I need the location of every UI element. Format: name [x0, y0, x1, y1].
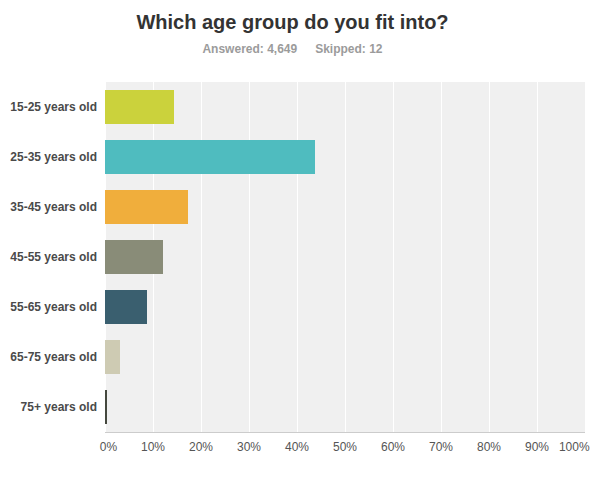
gridline — [249, 82, 250, 432]
gridline — [537, 82, 538, 432]
category-labels: 15-25 years old25-35 years old35-45 year… — [0, 82, 97, 432]
answered-count: Answered: 4,649 — [202, 42, 297, 56]
category-label: 75+ years old — [0, 382, 97, 432]
x-tick-label: 100% — [559, 440, 590, 454]
x-tick-label: 40% — [285, 440, 309, 454]
category-label: 25-35 years old — [0, 132, 97, 182]
survey-chart: Which age group do you fit into? Answere… — [0, 0, 609, 478]
category-label: 15-25 years old — [0, 82, 97, 132]
gridline — [489, 82, 490, 432]
category-label: 35-45 years old — [0, 182, 97, 232]
gridline — [201, 82, 202, 432]
skipped-count: Skipped: 12 — [315, 42, 382, 56]
x-tick-label: 80% — [477, 440, 501, 454]
bar — [105, 240, 163, 274]
category-label: 55-65 years old — [0, 282, 97, 332]
x-tick-label: 0% — [100, 440, 117, 454]
x-tick-label: 30% — [237, 440, 261, 454]
x-tick-label: 70% — [429, 440, 453, 454]
bar — [105, 340, 120, 374]
gridline — [585, 82, 586, 432]
bar — [105, 290, 147, 324]
x-tick-label: 50% — [333, 440, 357, 454]
gridline — [441, 82, 442, 432]
gridline — [345, 82, 346, 432]
x-tick-label: 20% — [189, 440, 213, 454]
gridline — [393, 82, 394, 432]
category-label: 45-55 years old — [0, 232, 97, 282]
bar — [105, 190, 188, 224]
bar — [105, 390, 107, 424]
bar — [105, 90, 174, 124]
chart-subtitle: Answered: 4,649 Skipped: 12 — [0, 42, 585, 56]
x-tick-label: 90% — [525, 440, 549, 454]
gridline — [297, 82, 298, 432]
x-axis: 0%10%20%30%40%50%60%70%80%90%100% — [105, 440, 585, 456]
x-tick-label: 10% — [141, 440, 165, 454]
chart-title: Which age group do you fit into? — [0, 11, 585, 34]
plot-area — [105, 82, 585, 433]
x-tick-label: 60% — [381, 440, 405, 454]
bar — [105, 140, 315, 174]
category-label: 65-75 years old — [0, 332, 97, 382]
